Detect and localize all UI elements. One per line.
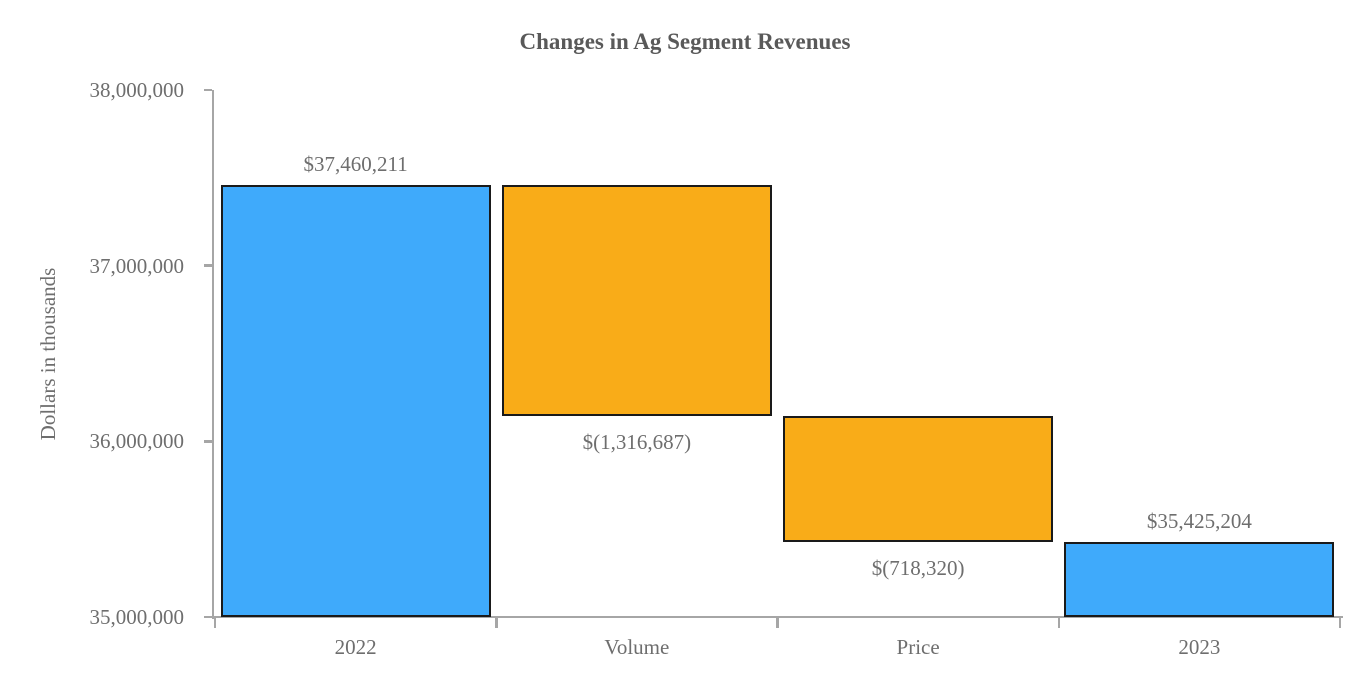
bar-value-label: $37,460,211 bbox=[303, 151, 408, 176]
x-axis-category-label: Volume bbox=[604, 635, 670, 659]
y-axis-tick bbox=[203, 88, 212, 92]
y-axis-line bbox=[211, 90, 215, 619]
bar-price bbox=[783, 416, 1054, 543]
bar-value-label: $(718,320) bbox=[871, 556, 965, 581]
y-axis-tick-label: 38,000,000 bbox=[89, 78, 185, 102]
x-axis-tick bbox=[776, 617, 779, 628]
y-axis-title: Dollars in thousands bbox=[36, 267, 60, 441]
x-axis-tick bbox=[1338, 617, 1342, 628]
bar-2022 bbox=[220, 184, 491, 617]
y-axis-tick bbox=[203, 440, 212, 443]
x-axis-category-label: 2022 bbox=[334, 635, 377, 659]
bar-value-label: $35,425,204 bbox=[1146, 509, 1252, 534]
y-axis-tick-label: 36,000,000 bbox=[89, 429, 185, 454]
x-axis-category-label: 2023 bbox=[1178, 635, 1221, 659]
y-axis-tick-label: 35,000,000 bbox=[89, 605, 185, 629]
x-axis-tick bbox=[495, 617, 498, 628]
x-axis-category-label: Price bbox=[896, 635, 940, 659]
bar-value-label: $(1,316,687) bbox=[582, 430, 692, 455]
bar-volume bbox=[501, 184, 772, 417]
x-axis-tick bbox=[213, 617, 217, 628]
y-axis-tick-label: 37,000,000 bbox=[89, 253, 185, 278]
chart-title: Changes in Ag Segment Revenues bbox=[519, 29, 851, 54]
y-axis-tick bbox=[203, 615, 212, 619]
y-axis-tick bbox=[203, 264, 212, 267]
x-axis-tick bbox=[1057, 617, 1060, 628]
bar-2023 bbox=[1064, 542, 1335, 617]
